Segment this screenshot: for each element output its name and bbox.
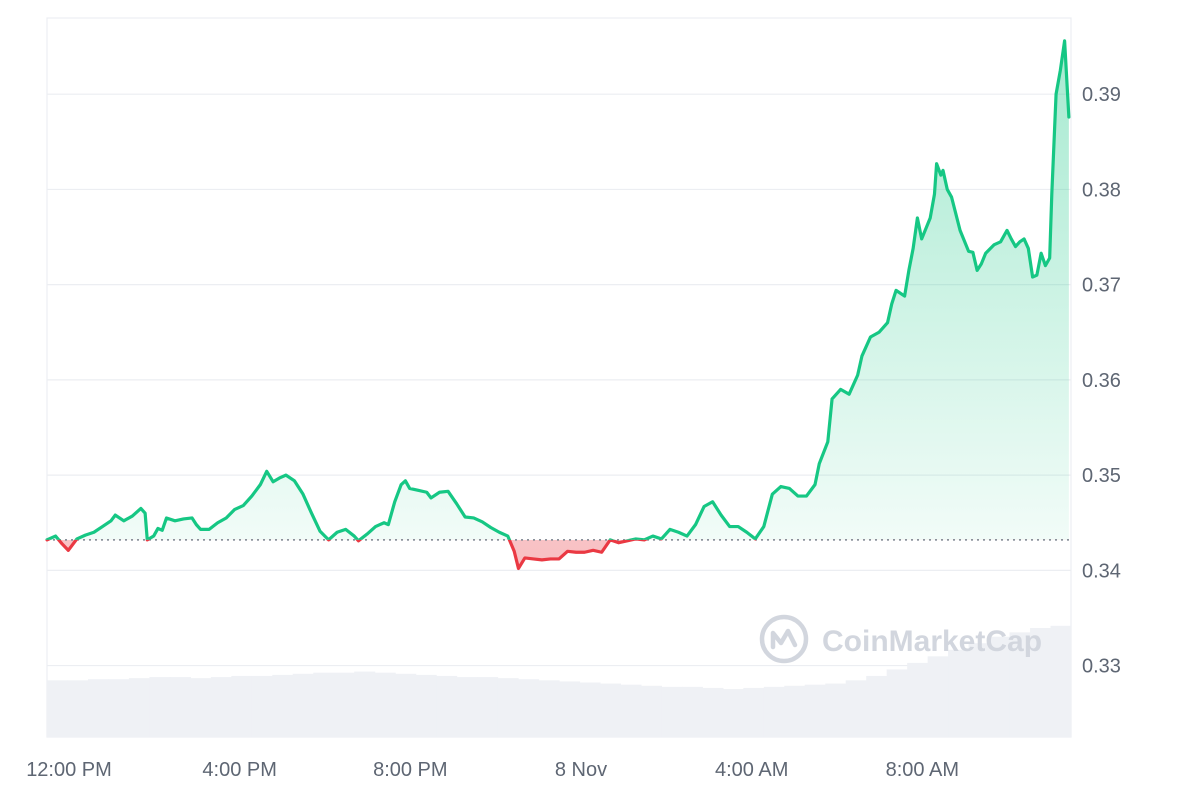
volume-bar-35	[763, 686, 785, 737]
volume-bar-8	[210, 677, 232, 737]
volume-bar-29	[640, 685, 662, 737]
volume-bar-19	[436, 675, 458, 737]
area-above-baseline	[47, 40, 1069, 540]
volume-bar-27	[599, 683, 622, 737]
volume-bar-9	[231, 675, 253, 737]
volume-bar-41	[886, 669, 908, 737]
volume-bar-7	[190, 678, 212, 737]
watermark-text: CoinMarketCap	[822, 625, 1042, 658]
volume-bar-44	[948, 649, 970, 737]
volume-bar-14	[333, 672, 355, 737]
x-tick-label-2: 8:00 PM	[373, 759, 447, 781]
y-tick-label-2: 0.35	[1082, 465, 1121, 487]
volume-bar-25	[559, 681, 581, 737]
volume-bar-26	[579, 682, 601, 737]
x-tick-label-0: 12:00 PM	[26, 759, 112, 781]
volume-bar-23	[518, 679, 540, 737]
x-axis: 12:00 PM 4:00 PM 8:00 PM 8 Nov 4:00 AM 8:00 A…	[26, 759, 959, 781]
volume-bar-36	[784, 685, 806, 737]
volume-bar-0	[47, 680, 69, 737]
volume-bar-45	[968, 643, 990, 737]
y-tick-label-4: 0.37	[1082, 275, 1121, 297]
volume-bars	[47, 625, 1072, 737]
volume-bar-34	[743, 687, 765, 737]
volume-bar-38	[825, 683, 847, 737]
volume-bar-12	[292, 673, 314, 737]
volume-bar-47	[1009, 632, 1031, 737]
volume-bar-3	[108, 679, 130, 737]
volume-bar-46	[989, 636, 1011, 737]
volume-bar-4	[128, 678, 150, 737]
volume-bar-21	[477, 677, 499, 737]
x-tick-label-5: 8:00 AM	[886, 759, 959, 781]
volume-bar-6	[169, 677, 191, 737]
x-tick-label-1: 4:00 PM	[202, 759, 276, 781]
volume-bar-1	[67, 680, 89, 737]
volume-bar-13	[313, 672, 335, 737]
watermark: CoinMarketCap	[759, 614, 1042, 664]
price-line	[45, 39, 1071, 571]
volume-bar-48	[1030, 628, 1052, 737]
volume-bar-20	[456, 677, 478, 737]
y-axis: 0.33 0.34 0.35 0.36 0.37 0.38 0.39	[1082, 84, 1121, 677]
y-tick-label-5: 0.38	[1082, 179, 1121, 201]
y-tick-label-0: 0.33	[1082, 656, 1121, 678]
volume-bar-40	[866, 675, 888, 737]
y-tick-label-3: 0.36	[1082, 370, 1121, 392]
y-tick-label-1: 0.34	[1082, 560, 1121, 582]
volume-bar-28	[620, 684, 642, 737]
price-line-up	[45, 39, 1071, 540]
volume-bar-18	[415, 674, 437, 737]
price-line-down	[45, 539, 757, 571]
volume-bar-5	[149, 677, 171, 737]
volume-bar-49	[1050, 625, 1072, 737]
volume-bar-2	[87, 679, 110, 737]
volume-bar-15	[354, 671, 376, 737]
volume-bar-17	[395, 673, 417, 737]
volume-bar-42	[907, 662, 929, 737]
volume-bar-24	[538, 680, 560, 737]
volume-bar-30	[661, 686, 683, 737]
volume-bar-37	[804, 684, 826, 737]
volume-bar-32	[702, 687, 724, 737]
x-tick-label-3: 8 Nov	[555, 759, 607, 781]
price-area	[47, 40, 1069, 569]
area-below-baseline	[58, 539, 632, 569]
x-tick-label-4: 4:00 AM	[715, 759, 788, 781]
coinmarketcap-logo-icon	[759, 614, 809, 664]
volume-bar-22	[497, 678, 519, 737]
volume-bar-31	[681, 686, 703, 737]
volume-bar-43	[927, 656, 949, 737]
volume-bar-39	[845, 680, 867, 737]
y-tick-label-6: 0.39	[1082, 84, 1121, 106]
volume-bar-16	[374, 672, 396, 737]
volume-bar-33	[722, 689, 744, 737]
volume-bar-10	[251, 675, 273, 737]
volume-bar-11	[272, 674, 294, 737]
